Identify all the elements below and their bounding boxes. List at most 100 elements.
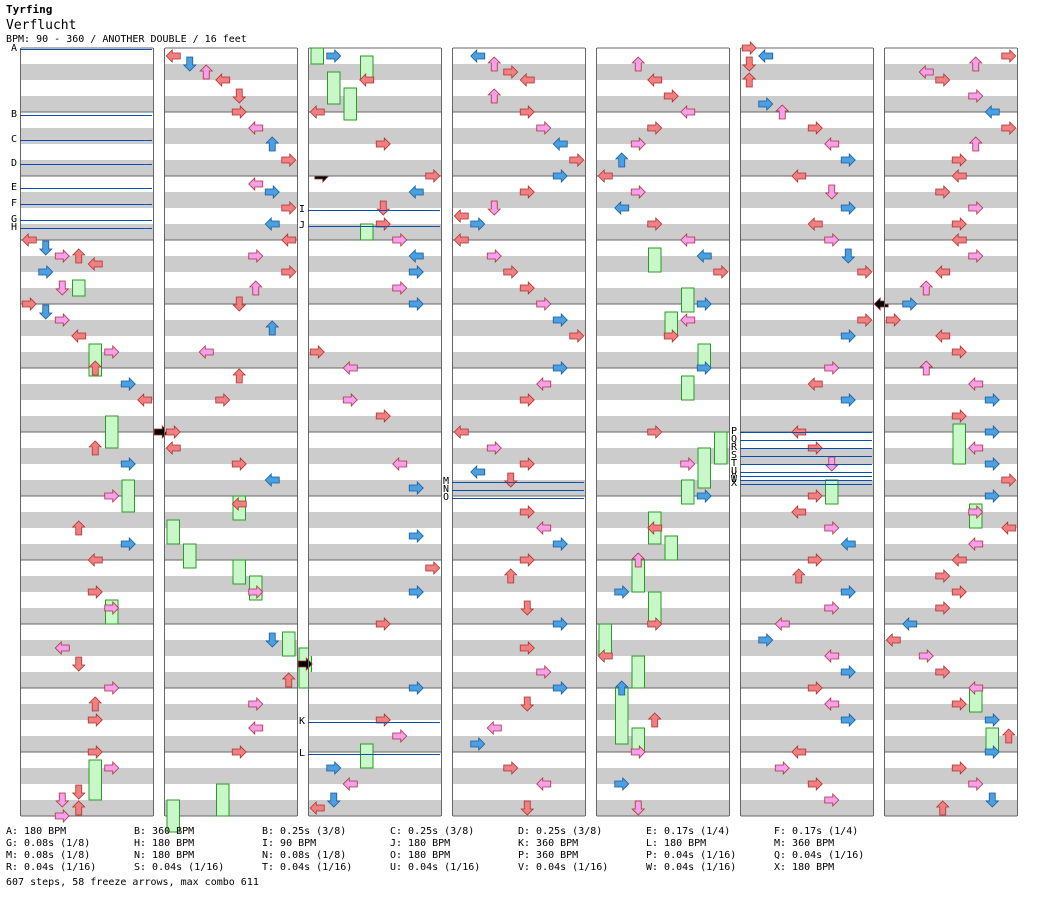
step-arrow xyxy=(375,217,391,231)
timing-marker-line xyxy=(20,228,152,229)
freeze-arrow xyxy=(985,727,999,753)
timing-marker-label: D xyxy=(11,158,18,169)
beat-stripe xyxy=(885,384,1017,400)
step-arrow xyxy=(470,49,486,63)
step-arrow xyxy=(71,784,86,800)
chart-column-svg xyxy=(597,47,729,817)
beat-stripe xyxy=(453,512,585,528)
beat-stripe xyxy=(885,160,1017,176)
beat-stripe xyxy=(453,128,585,144)
step-arrow xyxy=(87,713,103,727)
step-arrow xyxy=(265,136,280,152)
step-arrow xyxy=(248,697,264,711)
step-arrow xyxy=(614,585,630,599)
step-arrow xyxy=(536,777,552,791)
step-arrow xyxy=(425,169,441,183)
timing-marker-label: X xyxy=(731,478,738,489)
step-arrow xyxy=(408,297,424,311)
step-arrow xyxy=(631,552,646,568)
freeze-arrow xyxy=(631,727,645,753)
timing-marker-label: W xyxy=(731,474,738,485)
step-arrow xyxy=(375,617,391,631)
freeze-arrow xyxy=(697,447,711,489)
timing-marker-label: S xyxy=(731,450,738,461)
legend-entry: E: 0.17s (1/4) xyxy=(646,826,731,837)
freeze-arrow xyxy=(648,247,662,273)
step-arrow xyxy=(519,505,535,519)
step-arrow xyxy=(742,56,757,72)
step-arrow xyxy=(375,137,391,151)
legend-entry: U: 0.04s (1/16) xyxy=(390,862,481,873)
legend-entry: M: 360 BPM xyxy=(774,838,835,849)
beat-stripe xyxy=(453,96,585,112)
step-arrow xyxy=(265,632,280,648)
beat-stripe xyxy=(885,768,1017,784)
freeze-arrow xyxy=(166,799,180,833)
step-arrow xyxy=(215,73,231,87)
legend-entry: B: 0.25s (3/8) xyxy=(262,826,347,837)
beat-stripe xyxy=(165,768,297,784)
step-arrow xyxy=(55,792,70,808)
step-arrow xyxy=(841,248,856,264)
beat-stripe xyxy=(741,576,873,592)
beat-stripe xyxy=(309,544,441,560)
beat-stripe xyxy=(597,576,729,592)
step-arrow xyxy=(21,233,37,247)
freeze-arrow xyxy=(105,415,119,449)
beat-stripe xyxy=(309,224,441,240)
beat-stripe xyxy=(165,128,297,144)
beat-stripe xyxy=(741,704,873,720)
beat-stripe xyxy=(309,480,441,496)
step-arrow xyxy=(824,184,839,200)
step-arrow xyxy=(824,233,840,247)
beat-stripe xyxy=(309,608,441,624)
beat-stripe xyxy=(741,384,873,400)
beat-stripe xyxy=(21,736,153,752)
step-arrow xyxy=(951,153,967,167)
beat-stripe xyxy=(453,160,585,176)
step-arrow xyxy=(968,201,984,215)
beat-stripe xyxy=(885,480,1017,496)
step-arrow xyxy=(536,521,552,535)
timing-marker-label: M xyxy=(443,476,450,487)
step-arrow xyxy=(824,793,840,807)
beat-stripe xyxy=(21,512,153,528)
beat-stripe xyxy=(165,480,297,496)
song-title: Tyrfing xyxy=(6,3,53,16)
step-arrow xyxy=(536,665,552,679)
legend-entry: D: 0.25s (3/8) xyxy=(518,826,603,837)
beat-stripe xyxy=(885,512,1017,528)
chart-column-7 xyxy=(884,47,1018,817)
timing-marker-label: Q xyxy=(731,434,738,445)
beat-stripe xyxy=(453,576,585,592)
step-arrow xyxy=(968,505,984,519)
beat-stripe xyxy=(309,416,441,432)
step-arrow xyxy=(408,265,424,279)
step-arrow xyxy=(663,329,679,343)
beat-stripe xyxy=(885,704,1017,720)
step-arrow xyxy=(824,361,840,375)
step-arrow xyxy=(840,665,856,679)
beat-stripe xyxy=(21,672,153,688)
timing-marker-line xyxy=(452,498,584,499)
step-arrow xyxy=(631,800,646,816)
step-arrow xyxy=(376,200,391,216)
step-arrow xyxy=(453,209,469,223)
step-arrow xyxy=(487,200,502,216)
timing-marker-line xyxy=(20,188,152,189)
timing-marker-line xyxy=(740,472,872,473)
step-arrow xyxy=(54,641,70,655)
step-arrow xyxy=(774,617,790,631)
step-arrow xyxy=(232,296,247,312)
step-arrow xyxy=(520,696,535,712)
freeze-arrow xyxy=(615,687,629,745)
legend-entry: S: 0.04s (1/16) xyxy=(134,862,225,873)
chart-stats: 607 steps, 58 freeze arrows, max combo 6… xyxy=(6,877,259,888)
freeze-arrow xyxy=(216,783,230,817)
chart-column-svg xyxy=(453,47,585,817)
timing-marker-label: I xyxy=(299,204,306,215)
step-arrow xyxy=(918,65,934,79)
step-arrow xyxy=(935,73,951,87)
step-arrow xyxy=(840,201,856,215)
beat-stripe xyxy=(309,448,441,464)
